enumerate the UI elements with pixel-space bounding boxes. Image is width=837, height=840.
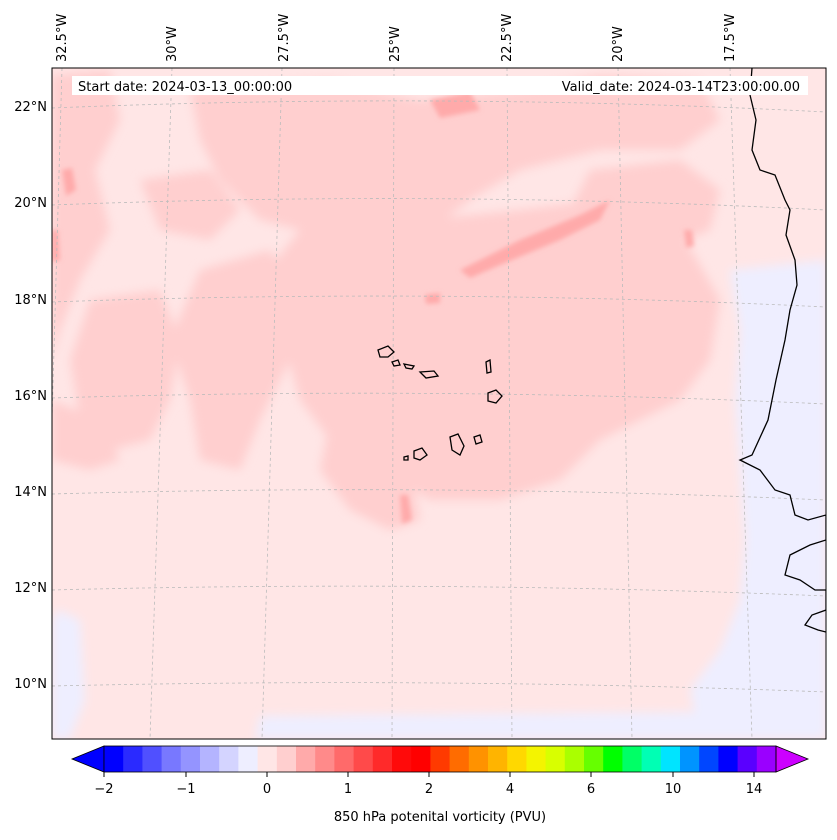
colorbar-segment bbox=[411, 746, 431, 772]
colorbar-extend-low bbox=[70, 745, 105, 773]
info-banner-background bbox=[72, 76, 808, 95]
cape-verde-fogo bbox=[413, 447, 428, 461]
colorbar-segment bbox=[238, 746, 259, 772]
colorbar-segment bbox=[718, 746, 739, 772]
colorbar-segment bbox=[699, 746, 719, 772]
cbar-tick-label: 14 bbox=[746, 782, 763, 797]
cape-verde-sal bbox=[485, 358, 492, 374]
colorbar-segment bbox=[430, 746, 451, 772]
colorbar-segment bbox=[526, 746, 547, 772]
colorbar-segment bbox=[737, 746, 758, 772]
colorbar-frame bbox=[103, 745, 777, 773]
lon-label-32-5w: 32.5°W bbox=[55, 14, 70, 62]
colorbar-segment bbox=[680, 746, 700, 772]
colorbar-segment bbox=[468, 746, 489, 772]
cape-verde-brava bbox=[403, 455, 409, 461]
colorbar-segment bbox=[296, 746, 316, 772]
colorbar-title: 850 hPa potenital vorticity (PVU) bbox=[334, 810, 546, 825]
colorbar-segment bbox=[564, 746, 585, 772]
lon-label-20w: 20°W bbox=[611, 26, 626, 62]
pv-field-moderate bbox=[52, 92, 694, 524]
colorbar-segment bbox=[449, 746, 470, 772]
colorbar-extend-high bbox=[775, 745, 810, 773]
lat-label-16n: 16°N bbox=[14, 389, 47, 404]
lon-label-22-5w: 22.5°W bbox=[500, 14, 515, 62]
lat-label-12n: 12°N bbox=[14, 581, 47, 596]
cape-verde-santiago bbox=[449, 433, 465, 456]
colorbar-segment bbox=[315, 746, 335, 772]
colorbar-segment bbox=[161, 746, 182, 772]
lat-label-18n: 18°N bbox=[14, 293, 47, 308]
colorbar-segment bbox=[104, 746, 124, 772]
map-frame bbox=[51, 67, 827, 740]
info-banner: Start date: 2024-03-13_00:00:00 Valid_da… bbox=[72, 76, 808, 95]
colorbar-segment bbox=[123, 746, 143, 772]
pv-field-negative bbox=[52, 260, 826, 739]
lat-label-20n: 20°N bbox=[14, 196, 47, 211]
lon-label-25w: 25°W bbox=[388, 26, 403, 62]
cbar-tick-label: 6 bbox=[587, 782, 595, 797]
colorbar-segment bbox=[142, 746, 163, 772]
colorbar-segment bbox=[603, 746, 623, 772]
colorbar-tick-labels: −2 −1 0 1 2 4 6 10 14 bbox=[94, 782, 762, 797]
colorbar-segment bbox=[622, 746, 643, 772]
colorbar-segment bbox=[334, 746, 355, 772]
lon-label-27-5w: 27.5°W bbox=[277, 14, 292, 62]
cbar-tick-label: 1 bbox=[344, 782, 352, 797]
colorbar-segment bbox=[180, 746, 201, 772]
longitude-labels: 32.5°W 30°W 27.5°W 25°W 22.5°W 20°W 17.5… bbox=[55, 14, 738, 62]
colorbar-segments bbox=[104, 746, 777, 772]
lon-label-17-5w: 17.5°W bbox=[723, 14, 738, 62]
cape-verde-santo-antao bbox=[377, 345, 395, 358]
colorbar-segment bbox=[584, 746, 604, 772]
colorbar-segment bbox=[276, 746, 297, 772]
colorbar-segment bbox=[756, 746, 777, 772]
cape-verde-maio bbox=[473, 434, 483, 445]
lon-label-30w: 30°W bbox=[165, 26, 180, 62]
colorbar-segment bbox=[257, 746, 278, 772]
colorbar-segment bbox=[392, 746, 412, 772]
lat-label-10n: 10°N bbox=[14, 677, 47, 692]
colorbar-segment bbox=[507, 746, 527, 772]
colorbar-segment bbox=[488, 746, 508, 772]
lat-label-14n: 14°N bbox=[14, 485, 47, 500]
valid-date-label: Valid_date: 2024-03-14T23:00:00.00 bbox=[562, 80, 800, 95]
colorbar-segment bbox=[219, 746, 239, 772]
colorbar-segment bbox=[545, 746, 566, 772]
colorbar-segment bbox=[641, 746, 662, 772]
gridlines bbox=[52, 68, 826, 739]
cbar-tick-label: −2 bbox=[94, 782, 113, 797]
coastlines bbox=[377, 68, 826, 633]
colorbar-segment bbox=[372, 746, 393, 772]
cbar-tick-label: 10 bbox=[665, 782, 682, 797]
lat-label-22n: 22°N bbox=[14, 100, 47, 115]
cape-verde-boa-vista bbox=[487, 389, 503, 404]
latitude-labels: 22°N 20°N 18°N 16°N 14°N 12°N 10°N bbox=[14, 100, 47, 692]
cbar-tick-label: −1 bbox=[176, 782, 195, 797]
cape-verde-sao-nicolau bbox=[402, 363, 416, 370]
map-panel bbox=[51, 67, 827, 740]
colorbar-ticks bbox=[103, 772, 755, 777]
cbar-tick-label: 4 bbox=[506, 782, 514, 797]
colorbar-segment bbox=[353, 746, 374, 772]
cape-verde-sao-vicente bbox=[391, 359, 401, 367]
cbar-tick-label: 2 bbox=[425, 782, 433, 797]
cape-verde-luzia bbox=[418, 370, 440, 379]
colorbar: −2 −1 0 1 2 4 6 10 14 850 hPa potenital … bbox=[70, 745, 810, 825]
start-date-label: Start date: 2024-03-13_00:00:00 bbox=[78, 80, 292, 95]
africa-coastline bbox=[738, 68, 826, 633]
colorbar-segment bbox=[660, 746, 681, 772]
cbar-tick-label: 0 bbox=[263, 782, 271, 797]
colorbar-segment bbox=[200, 746, 220, 772]
